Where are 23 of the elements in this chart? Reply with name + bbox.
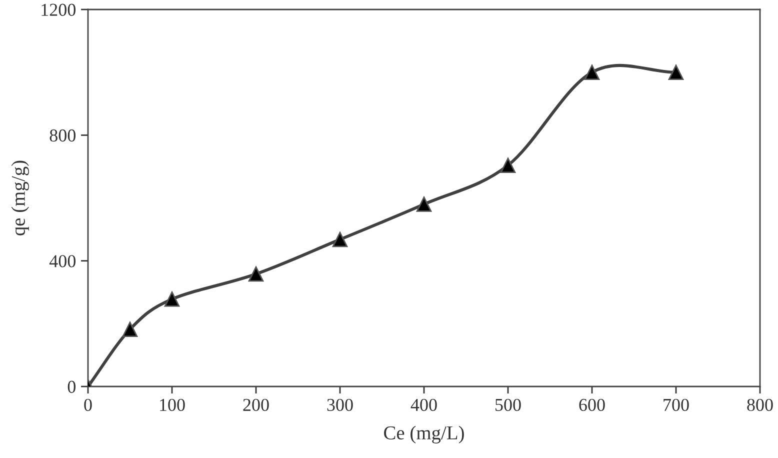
- x-tick-label: 100: [160, 398, 185, 412]
- y-tick-label: 400: [49, 255, 76, 268]
- y-tick-label: 800: [50, 129, 76, 142]
- point: [584, 64, 600, 80]
- y-axis-title: qe (mg/g): [11, 160, 29, 236]
- x-tick-label: 800: [747, 398, 773, 412]
- x-tick-label: 0: [84, 398, 92, 412]
- point: [416, 196, 432, 212]
- x-axis-title: Ce (mg/L): [384, 426, 464, 444]
- point: [668, 64, 684, 80]
- y-tick-label: 1200: [42, 4, 76, 16]
- y-tick-label: 0: [68, 380, 76, 393]
- point: [248, 266, 264, 282]
- x-tick-label: 300: [327, 398, 353, 412]
- x-tick-label: 200: [243, 398, 269, 412]
- point: [122, 322, 138, 337]
- point: [332, 232, 348, 248]
- x-tick-label: 600: [579, 398, 605, 412]
- point: [164, 292, 180, 307]
- x-tick-label: 500: [496, 398, 521, 412]
- x-tick-label: 700: [664, 398, 689, 412]
- x-tick-label: 400: [410, 398, 437, 412]
- point: [500, 158, 516, 173]
